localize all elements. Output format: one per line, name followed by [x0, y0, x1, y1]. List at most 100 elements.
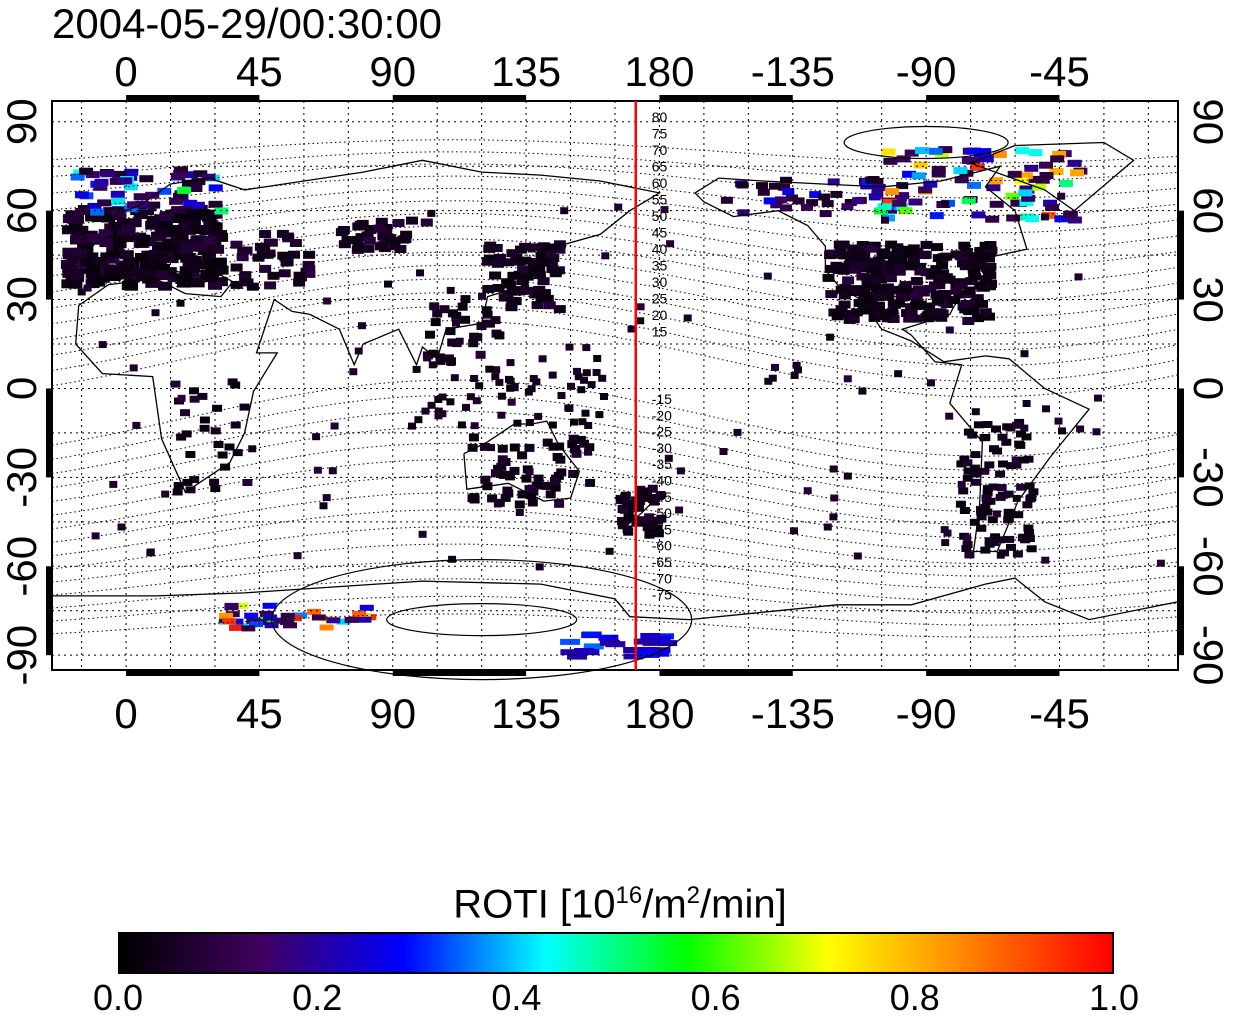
roti-data-cell-733	[979, 308, 992, 317]
roti-data-cell-203	[106, 272, 121, 281]
roti-data-cell-239	[192, 225, 207, 234]
roti-data-cell-1077	[970, 451, 981, 459]
roti-data-cell-1070	[970, 478, 981, 486]
roti-data-cell-1149	[182, 478, 193, 486]
roti-data-cell-1214	[637, 646, 658, 653]
frame-bar-top	[659, 95, 793, 101]
contour-label-north: 30	[652, 274, 668, 290]
roti-data-cell-331	[258, 245, 271, 253]
roti-data-cell-502	[408, 422, 416, 430]
roti-data-cell-679	[899, 281, 912, 290]
colorbar-gradient	[118, 932, 1114, 974]
roti-data-cell-896	[885, 240, 898, 249]
roti-data-cell-1266	[1040, 213, 1049, 221]
roti-data-cell-640	[653, 529, 664, 538]
roti-data-cell-1196	[567, 653, 587, 660]
roti-data-cell-1133	[189, 387, 199, 395]
roti-data-cell-169	[202, 213, 217, 222]
roti-data-cell-288	[100, 170, 115, 178]
roti-data-cell-458	[429, 302, 440, 311]
lon-tick-top: -45	[1029, 48, 1090, 95]
roti-data-cell-1260	[91, 532, 100, 540]
roti-data-cell-1189	[344, 616, 359, 623]
roti-data-cell-1327	[470, 422, 479, 430]
contour-label-north: 55	[652, 192, 668, 208]
roti-data-cell-1326	[487, 444, 495, 452]
contour-label-south: -50	[652, 505, 672, 521]
roti-data-cell-1291	[592, 369, 601, 376]
roti-data-cell-821	[863, 257, 876, 266]
roti-data-cell-1008	[902, 170, 917, 178]
roti-data-cell-592	[549, 477, 560, 486]
roti-data-cell-516	[567, 382, 575, 390]
roti-data-cell-521	[527, 385, 536, 393]
roti-data-cell-282	[75, 191, 89, 199]
roti-data-cell-572	[498, 470, 509, 479]
contour-label-north: 65	[652, 159, 668, 175]
roti-data-cell-233	[135, 253, 149, 262]
roti-data-cell-250	[139, 175, 154, 183]
roti-data-cell-1338	[525, 468, 534, 476]
roti-data-cell-1101	[997, 433, 1008, 441]
roti-data-cell-236	[202, 235, 217, 245]
roti-data-cell-192	[108, 221, 123, 231]
roti-data-cell-818	[873, 302, 885, 310]
roti-data-cell-558	[568, 469, 579, 478]
roti-data-cell-559	[468, 433, 479, 442]
colorbar-tick-label: 0.8	[889, 977, 940, 1018]
roti-data-cell-1208	[640, 633, 661, 639]
roti-data-cell-343	[392, 219, 405, 227]
frame-bar-top	[392, 95, 527, 101]
roti-data-cell-1323	[582, 344, 591, 352]
roti-data-cell-1242	[771, 363, 779, 371]
roti-data-cell-1099	[1015, 441, 1026, 449]
roti-data-cell-234	[73, 248, 87, 258]
roti-data-cell-856	[910, 301, 923, 310]
roti-data-cell-914	[780, 176, 792, 184]
roti-data-cell-1298	[764, 377, 773, 385]
roti-data-cell-977	[1045, 204, 1060, 211]
roti-data-cell-1108	[982, 421, 993, 428]
roti-data-cell-1228	[455, 337, 464, 345]
roti-data-cell-588	[497, 455, 508, 464]
roti-data-cell-839	[929, 312, 942, 321]
roti-data-cell-1183	[319, 624, 334, 631]
roti-data-cell-874	[967, 306, 980, 315]
roti-data-cell-226	[138, 270, 153, 280]
roti-data-cell-211	[158, 219, 173, 229]
roti-data-cell-409	[546, 265, 559, 274]
roti-data-cell-699	[847, 315, 860, 324]
roti-data-cell-987	[1032, 183, 1047, 191]
roti-data-cell-1230	[77, 288, 86, 296]
roti-data-cell-1141	[239, 403, 250, 411]
contour-label-south: -65	[652, 554, 672, 570]
roti-data-cell-392	[535, 251, 548, 260]
roti-data-cell-883	[864, 304, 877, 313]
roti-data-cell-1029	[881, 148, 896, 156]
roti-data-cell-475	[450, 374, 459, 382]
roti-data-cell-791	[909, 292, 922, 301]
roti-data-cell-982	[1018, 172, 1033, 180]
roti-data-cell-1229	[312, 433, 321, 441]
roti-data-cell-599	[636, 516, 647, 525]
map-frame	[46, 95, 1184, 676]
roti-data-cell-971	[1005, 192, 1020, 200]
roti-data-cell-890	[903, 314, 916, 323]
roti-data-cell-166	[167, 225, 181, 235]
roti-data-cell-290	[174, 166, 188, 174]
roti-data-cell-1074	[1024, 529, 1034, 537]
roti-data-cell-259	[109, 177, 124, 185]
roti-data-cell-899	[960, 300, 973, 308]
roti-data-cell-986	[1025, 215, 1039, 223]
roti-data-cell-468	[451, 311, 462, 320]
roti-data-cell-424	[545, 258, 558, 267]
roti-data-cell-530	[495, 378, 504, 386]
roti-data-cell-631	[655, 491, 666, 499]
roti-data-cell-1307	[521, 284, 530, 292]
roti-data-cell-1235	[843, 375, 852, 383]
roti-data-cell-630	[615, 494, 626, 503]
roti-data-cell-519	[573, 367, 581, 375]
coastline-4	[970, 141, 1135, 212]
roti-data-cell-845	[917, 288, 930, 297]
